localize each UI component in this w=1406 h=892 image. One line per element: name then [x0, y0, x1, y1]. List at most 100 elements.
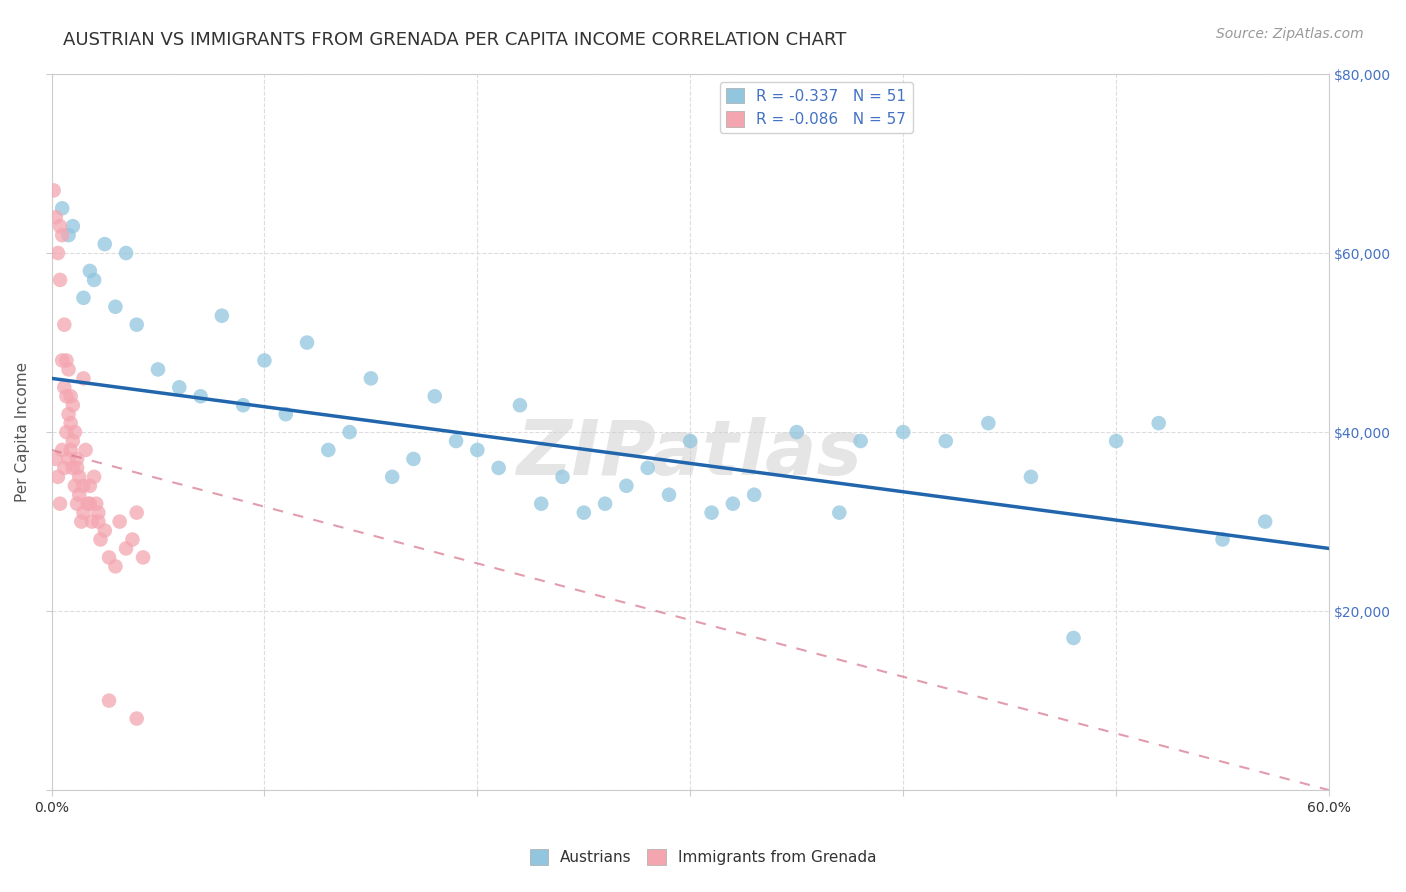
Point	[58, 362, 80, 376]
Point	[551, 470, 574, 484]
Point	[42, 183, 65, 197]
Point	[66, 452, 89, 467]
Text: Source: ZipAtlas.com: Source: ZipAtlas.com	[1216, 27, 1364, 41]
Point	[51, 202, 73, 216]
Point	[51, 353, 73, 368]
Point	[62, 219, 84, 234]
Point	[98, 693, 121, 707]
Point	[381, 470, 404, 484]
Point	[509, 398, 531, 412]
Point	[169, 380, 191, 394]
Point	[87, 506, 110, 520]
Point	[89, 533, 111, 547]
Point	[59, 389, 82, 403]
Point	[79, 497, 101, 511]
Text: AUSTRIAN VS IMMIGRANTS FROM GRENADA PER CAPITA INCOME CORRELATION CHART: AUSTRIAN VS IMMIGRANTS FROM GRENADA PER …	[63, 31, 846, 49]
Point	[72, 479, 94, 493]
Point	[295, 335, 318, 350]
Point	[444, 434, 467, 448]
Point	[55, 425, 77, 439]
Point	[53, 461, 76, 475]
Point	[935, 434, 957, 448]
Point	[891, 425, 914, 439]
Legend: R = -0.337   N = 51, R = -0.086   N = 57: R = -0.337 N = 51, R = -0.086 N = 57	[720, 82, 912, 134]
Point	[1147, 416, 1170, 430]
Point	[1019, 470, 1042, 484]
Point	[84, 497, 107, 511]
Point	[83, 273, 105, 287]
Point	[108, 515, 131, 529]
Point	[80, 515, 103, 529]
Point	[46, 246, 69, 260]
Point	[49, 273, 72, 287]
Point	[63, 425, 86, 439]
Point	[66, 497, 89, 511]
Point	[79, 264, 101, 278]
Point	[51, 442, 73, 457]
Point	[62, 434, 84, 448]
Point	[637, 461, 659, 475]
Point	[721, 497, 744, 511]
Point	[58, 407, 80, 421]
Point	[53, 380, 76, 394]
Point	[115, 541, 138, 556]
Point	[72, 371, 94, 385]
Point	[658, 488, 681, 502]
Point	[402, 452, 425, 467]
Point	[572, 506, 595, 520]
Point	[87, 515, 110, 529]
Point	[211, 309, 233, 323]
Point	[253, 353, 276, 368]
Point	[55, 389, 77, 403]
Point	[94, 524, 117, 538]
Point	[55, 353, 77, 368]
Point	[79, 479, 101, 493]
Point	[83, 470, 105, 484]
Point	[63, 479, 86, 493]
Y-axis label: Per Capita Income: Per Capita Income	[15, 362, 30, 502]
Point	[339, 425, 361, 439]
Point	[1063, 631, 1085, 645]
Point	[67, 488, 90, 502]
Point	[232, 398, 254, 412]
Point	[828, 506, 851, 520]
Point	[67, 470, 90, 484]
Point	[53, 318, 76, 332]
Point	[593, 497, 616, 511]
Point	[51, 228, 73, 243]
Point	[49, 497, 72, 511]
Text: ZIPatlas: ZIPatlas	[517, 417, 863, 491]
Point	[62, 461, 84, 475]
Point	[318, 442, 340, 457]
Point	[190, 389, 212, 403]
Point	[146, 362, 169, 376]
Point	[62, 398, 84, 412]
Point	[58, 452, 80, 467]
Point	[786, 425, 808, 439]
Point	[849, 434, 872, 448]
Point	[742, 488, 765, 502]
Point	[700, 506, 723, 520]
Point	[423, 389, 446, 403]
Point	[488, 461, 510, 475]
Point	[104, 559, 127, 574]
Legend: Austrians, Immigrants from Grenada: Austrians, Immigrants from Grenada	[523, 843, 883, 871]
Point	[977, 416, 1000, 430]
Point	[59, 442, 82, 457]
Point	[1254, 515, 1277, 529]
Point	[125, 318, 148, 332]
Point	[132, 550, 155, 565]
Point	[46, 470, 69, 484]
Point	[530, 497, 553, 511]
Point	[75, 442, 97, 457]
Point	[125, 506, 148, 520]
Point	[49, 219, 72, 234]
Point	[72, 291, 94, 305]
Point	[59, 416, 82, 430]
Point	[72, 506, 94, 520]
Point	[121, 533, 143, 547]
Point	[76, 497, 98, 511]
Point	[45, 452, 67, 467]
Point	[115, 246, 138, 260]
Point	[616, 479, 638, 493]
